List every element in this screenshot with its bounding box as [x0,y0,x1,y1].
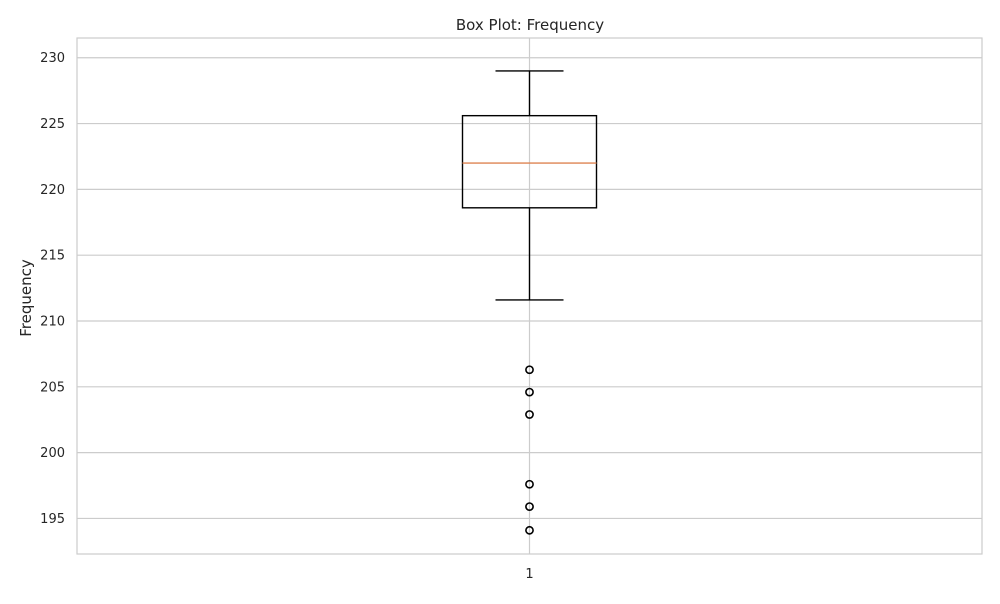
outlier-point [525,365,534,375]
outlier-point [525,387,534,397]
outlier-point [525,479,534,489]
y-tick-label: 220 [40,183,65,198]
y-tick-label: 195 [40,512,65,527]
y-tick-label: 200 [40,446,65,461]
y-tick-label: 205 [40,380,65,395]
y-tick-label: 210 [40,315,65,330]
outlier-point [525,525,534,535]
outlier-point [525,502,534,512]
y-tick-label: 215 [40,249,65,264]
chart-title: Box Plot: Frequency [456,16,604,34]
x-tick-label: 1 [525,567,533,582]
outlier-point [525,410,534,419]
tick-labels: 195 200 205 210 215 220 225 230 1 [40,51,533,582]
y-tick-label: 225 [40,117,65,132]
plot-area-frame [76,37,983,555]
y-tick-label: 230 [40,51,65,66]
y-axis-label: Frequency [17,259,35,337]
box-iqr [461,114,598,209]
box-plot-marks [461,70,598,535]
